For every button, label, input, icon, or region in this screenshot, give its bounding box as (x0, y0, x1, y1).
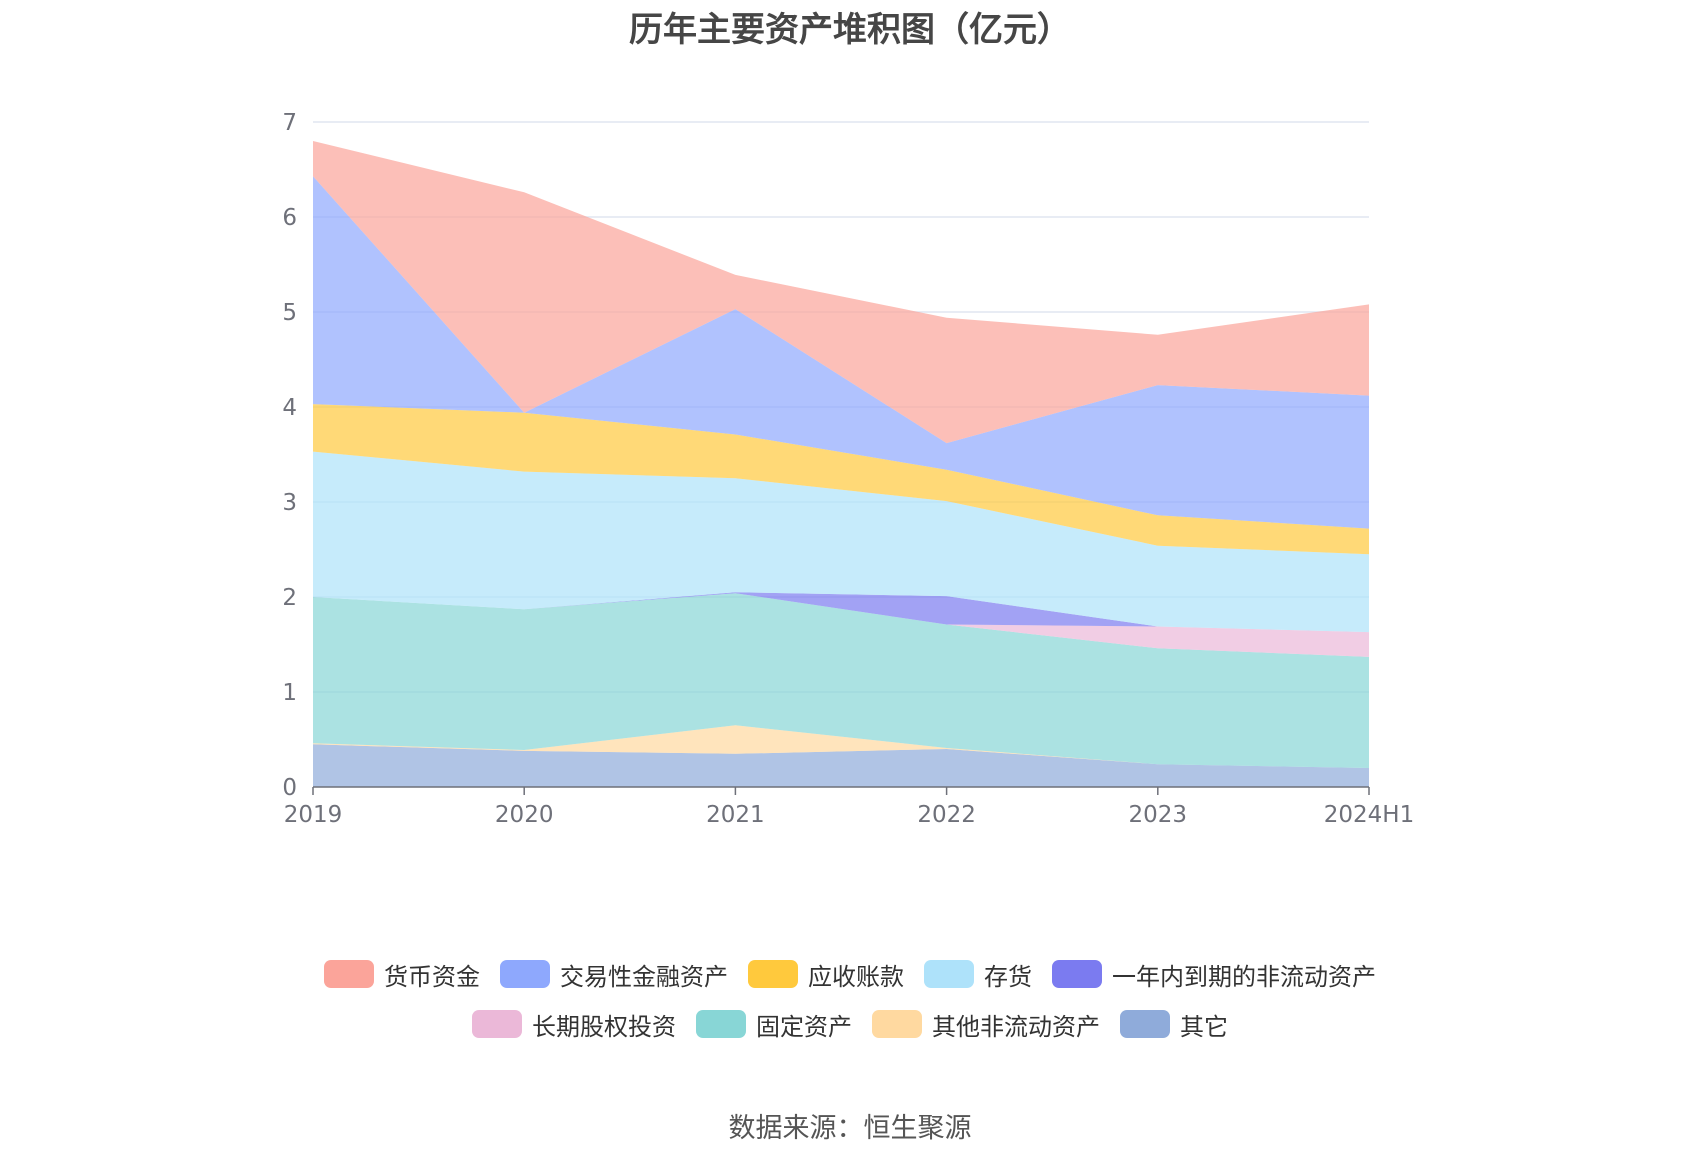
legend-label: 存货 (984, 962, 1032, 991)
y-tick-label-4: 4 (282, 395, 297, 421)
legend-label: 长期股权投资 (532, 1012, 676, 1041)
x-tick-label-0: 2019 (284, 802, 343, 828)
y-tick-label-6: 6 (282, 205, 297, 231)
x-tick-label-5: 2024H1 (1324, 802, 1414, 828)
legend-swatch (696, 1010, 746, 1038)
y-tick-label-2: 2 (282, 585, 297, 611)
legend-item-r1-1[interactable]: 交易性金融资产 (500, 955, 728, 993)
area-series-7 (313, 176, 1369, 529)
area-series-1 (313, 725, 1369, 768)
y-tick-label-0: 0 (282, 775, 297, 801)
legend-row-1: 货币资金 交易性金融资产 应收账款 存货 一年内到期的非流动资产 (0, 955, 1700, 993)
legend-item-r2-0[interactable]: 长期股权投资 (472, 1005, 676, 1043)
legend-swatch (872, 1010, 922, 1038)
legend-item-r2-3[interactable]: 其它 (1120, 1005, 1228, 1043)
legend-label: 其他非流动资产 (932, 1012, 1100, 1041)
area-series-5 (313, 451, 1369, 633)
area-series-0 (313, 744, 1369, 787)
area-series-2 (313, 593, 1369, 768)
area-series-6 (313, 404, 1369, 555)
legend-swatch (324, 960, 374, 988)
legend-label: 固定资产 (756, 1012, 852, 1041)
x-tick-label-3: 2022 (917, 802, 976, 828)
legend-swatch (500, 960, 550, 988)
legend-swatch (748, 960, 798, 988)
y-tick-label-5: 5 (282, 300, 297, 326)
legend-row-2: 长期股权投资 固定资产 其他非流动资产 其它 (0, 1005, 1700, 1043)
legend-item-r2-1[interactable]: 固定资产 (696, 1005, 852, 1043)
x-tick-label-4: 2023 (1129, 802, 1188, 828)
legend-label: 货币资金 (384, 962, 480, 991)
legend-swatch (1052, 960, 1102, 988)
legend-swatch (1120, 1010, 1170, 1038)
legend-item-r1-3[interactable]: 存货 (924, 955, 1032, 993)
legend-label: 其它 (1180, 1012, 1228, 1041)
y-axis-tick-labels: 0 1 2 3 4 5 6 7 (282, 110, 297, 801)
legend-swatch (472, 1010, 522, 1038)
y-tick-label-7: 7 (282, 110, 297, 136)
area-series-4 (313, 592, 1369, 633)
legend: 货币资金 交易性金融资产 应收账款 存货 一年内到期的非流动资产 长期股权投资 固定资产 其… (0, 955, 1700, 1055)
legend-item-r1-4[interactable]: 一年内到期的非流动资产 (1052, 955, 1376, 993)
legend-item-r1-0[interactable]: 货币资金 (324, 955, 480, 993)
x-axis-tick-labels: 2019 2020 2021 2022 2023 2024H1 (284, 802, 1415, 828)
area-series-8 (313, 141, 1369, 444)
chart-title: 历年主要资产堆积图（亿元） (629, 10, 1071, 50)
data-source-note: 数据来源：恒生聚源 (728, 1113, 972, 1144)
legend-item-r1-2[interactable]: 应收账款 (748, 955, 904, 993)
legend-label: 应收账款 (808, 962, 904, 991)
legend-label: 一年内到期的非流动资产 (1112, 962, 1376, 991)
x-tick-label-2: 2021 (706, 802, 765, 828)
legend-item-r2-2[interactable]: 其他非流动资产 (872, 1005, 1100, 1043)
legend-swatch (924, 960, 974, 988)
legend-label: 交易性金融资产 (560, 962, 728, 991)
x-tick-label-1: 2020 (495, 802, 554, 828)
y-tick-label-1: 1 (282, 680, 297, 706)
axes (312, 786, 1370, 795)
series-areas (313, 141, 1369, 787)
area-series-3 (313, 593, 1369, 657)
stacked-area-chart: 0 1 2 3 4 5 6 7 2019 2020 2021 2022 2023 2024H1 (282, 110, 1415, 828)
y-tick-label-3: 3 (282, 490, 297, 516)
